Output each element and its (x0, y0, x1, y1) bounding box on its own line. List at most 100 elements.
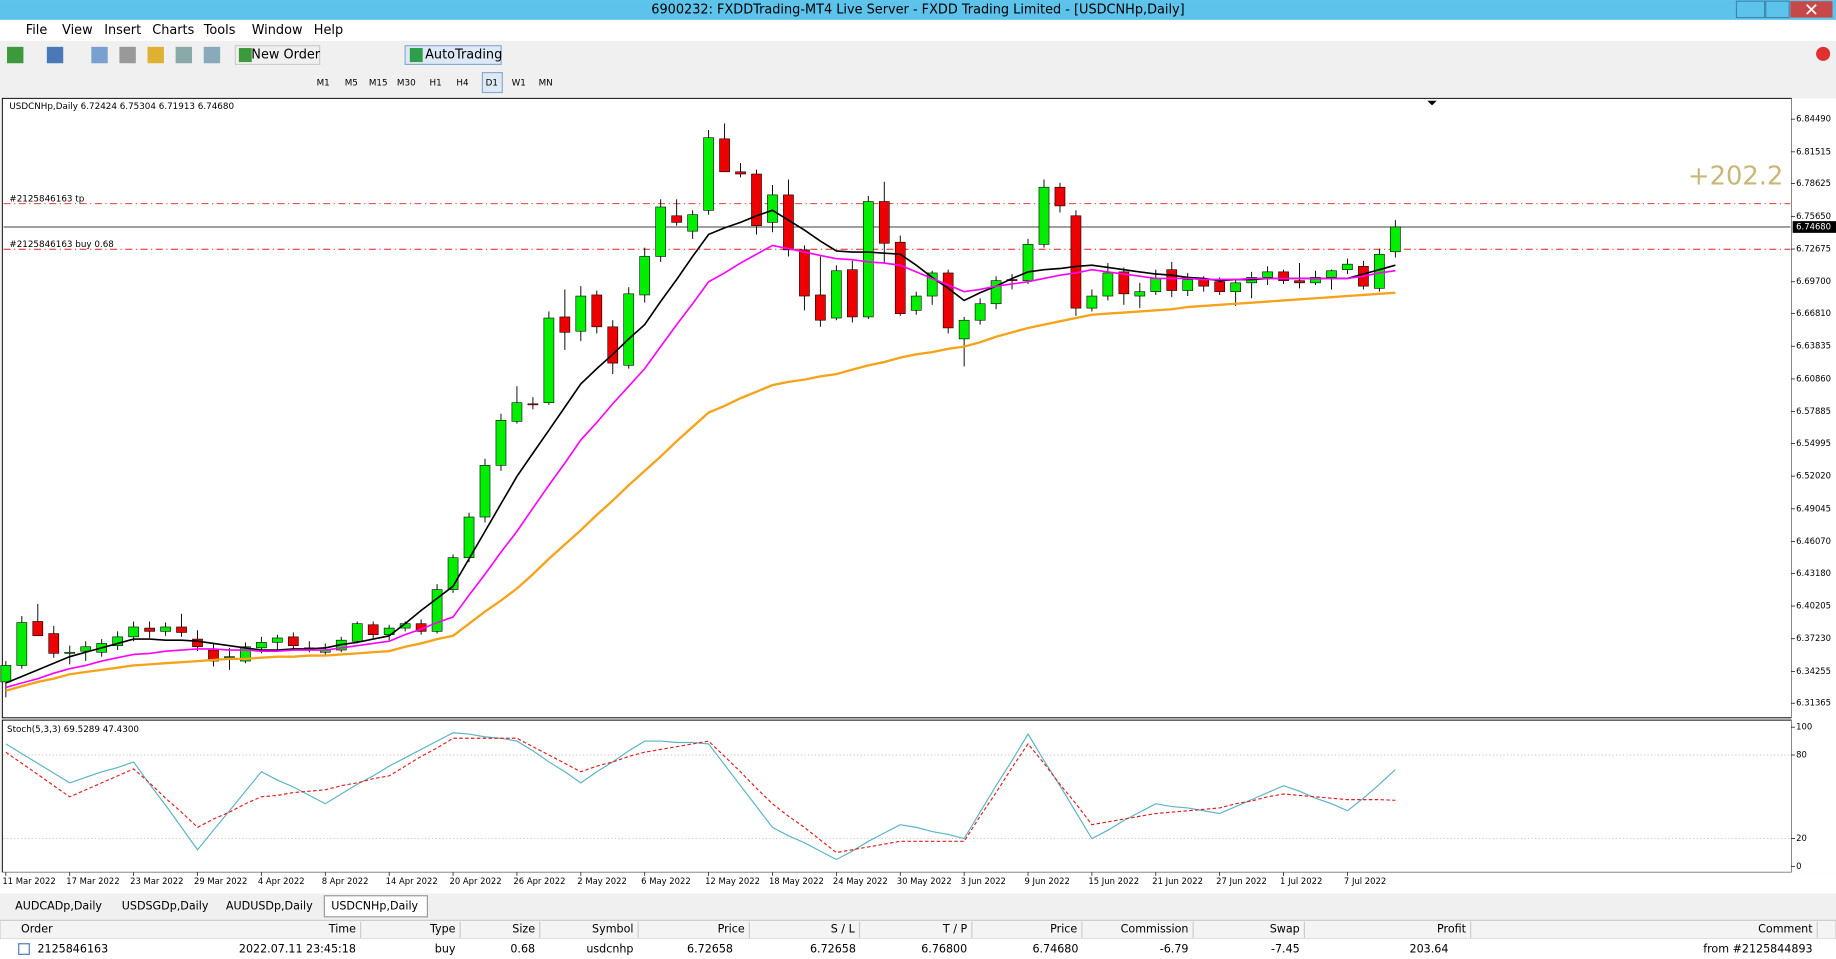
candle-body (256, 642, 267, 649)
new-order-button[interactable] (234, 45, 321, 65)
candle-body (575, 295, 587, 332)
timeframe-button[interactable]: M30 (397, 79, 416, 89)
x-tick-label: 6 May 2022 (641, 876, 691, 886)
window-title: 6900232: FXDDTrading-MT4 Live Server - F… (651, 2, 1184, 17)
timeframe-button[interactable]: M5 (345, 79, 358, 89)
y-tick-label: 6.81515 (1796, 146, 1831, 156)
table-header: Profit (1437, 923, 1467, 936)
candle-body (1294, 280, 1305, 284)
candle-body (1150, 278, 1162, 292)
candle-body (719, 138, 730, 173)
table-header: Price (1050, 923, 1077, 936)
table-cell: 203.64 (1410, 943, 1449, 956)
candle-body (591, 294, 603, 328)
table-cell: -7.45 (1271, 943, 1300, 956)
window-controls[interactable] (1735, 0, 1833, 19)
terminal-header (0, 919, 1836, 940)
candle-body (623, 293, 635, 366)
candle-body (80, 646, 92, 652)
timeframe-button[interactable]: M15 (369, 79, 388, 89)
timeframe-button[interactable]: M1 (317, 79, 330, 89)
stochastic-line (5, 737, 1396, 854)
candle-body (990, 280, 1002, 305)
tool-icon[interactable] (203, 46, 221, 64)
candle-body (128, 626, 139, 638)
tool-icon[interactable] (7, 46, 24, 64)
candle-body (527, 403, 539, 406)
active-tab (323, 895, 428, 918)
tool-icon[interactable] (91, 46, 108, 64)
table-cell: -6.79 (1160, 943, 1189, 956)
candle-body (351, 623, 363, 642)
candle-body (1118, 271, 1130, 295)
current-price-box (1792, 221, 1836, 233)
timeframe-button[interactable]: MN (539, 79, 553, 89)
x-tick-label: 18 May 2022 (769, 876, 824, 886)
table-cell: from #2125844893 (1703, 943, 1812, 956)
candle-body (735, 171, 746, 175)
table-header: S / L (831, 923, 856, 936)
candle-body (224, 656, 235, 658)
table-cell: 0.68 (510, 943, 535, 956)
timeframe-button[interactable]: H1 (429, 79, 441, 89)
table-cell[interactable]: 2125846163 (37, 943, 108, 956)
chart-tab[interactable]: USDSGDp,Daily (122, 899, 209, 912)
menu-item[interactable]: Insert (104, 23, 141, 38)
y-tick-label: 6.84490 (1796, 114, 1831, 124)
candle-body (1214, 281, 1226, 292)
x-tick-label: 30 May 2022 (897, 876, 952, 886)
autotrading-button[interactable] (404, 45, 502, 65)
menu-item[interactable]: Tools (203, 23, 236, 38)
candle-body (1086, 295, 1098, 309)
table-header: Comment (1758, 923, 1813, 936)
candle-body (1278, 271, 1289, 281)
chart-tab[interactable]: AUDUSDp,Daily (226, 899, 313, 912)
candle-body (862, 201, 874, 318)
tool-icon[interactable] (46, 46, 64, 64)
timeframe-button[interactable]: D1 (486, 79, 498, 89)
candle-body (1182, 279, 1194, 291)
stochastic-panel (1, 719, 1792, 873)
candle-body (447, 557, 459, 590)
tool-icon[interactable] (119, 46, 136, 64)
menu-item[interactable]: View (62, 23, 93, 38)
new-order-label[interactable]: New Order (251, 48, 320, 63)
y-tick-label: 6.60860 (1796, 373, 1831, 383)
table-header: Order (21, 923, 53, 936)
tool-icon[interactable] (175, 46, 193, 64)
candle-body (671, 215, 682, 223)
stoch-tick-label: 80 (1796, 750, 1807, 760)
candle-body (367, 624, 379, 635)
x-tick-label: 14 Apr 2022 (386, 876, 438, 886)
candle-body (1390, 226, 1401, 253)
stoch-tick-label: 100 (1796, 722, 1812, 732)
autotrading-label[interactable]: AutoTrading (425, 48, 502, 63)
table-cell: 6.72658 (687, 943, 733, 956)
timeframe-button[interactable]: W1 (512, 79, 526, 89)
order-label: #2125846163 buy 0.68 (9, 240, 114, 250)
table-cell: buy (435, 943, 456, 956)
x-tick-label: 26 Apr 2022 (513, 876, 565, 886)
y-tick-label: 6.78625 (1796, 178, 1831, 188)
table-header: Symbol (592, 923, 633, 936)
timeframe-button[interactable]: H4 (456, 79, 469, 89)
y-tick-label: 6.69700 (1796, 276, 1831, 286)
table-header: Price (718, 923, 745, 936)
notification-badge[interactable] (1816, 46, 1831, 61)
table-header: Type (429, 923, 456, 936)
tool-icon[interactable] (147, 46, 164, 64)
menu-item[interactable]: Help (314, 23, 343, 38)
menu-item[interactable]: Charts (152, 23, 194, 38)
chart-tab[interactable]: USDCNHp,Daily (331, 899, 418, 912)
x-tick-label: 1 Jul 2022 (1280, 876, 1322, 886)
table-cell: 6.72658 (810, 943, 856, 956)
minimize[interactable] (1735, 0, 1766, 19)
menu-item[interactable]: Window (252, 23, 303, 38)
candle-body (1054, 186, 1066, 207)
x-tick-label: 29 Mar 2022 (194, 876, 247, 886)
table-header: Size (512, 923, 535, 936)
table-cell: 6.74680 (1032, 943, 1078, 956)
maximize[interactable] (1765, 0, 1790, 19)
chart-tab[interactable]: AUDCADp,Daily (15, 899, 102, 912)
menu-item[interactable]: File (26, 23, 48, 38)
